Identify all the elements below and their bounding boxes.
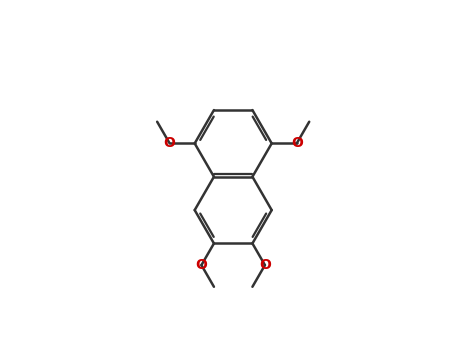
Text: O: O: [196, 258, 207, 272]
Text: O: O: [291, 136, 303, 150]
Text: O: O: [259, 258, 271, 272]
Text: O: O: [164, 136, 176, 150]
